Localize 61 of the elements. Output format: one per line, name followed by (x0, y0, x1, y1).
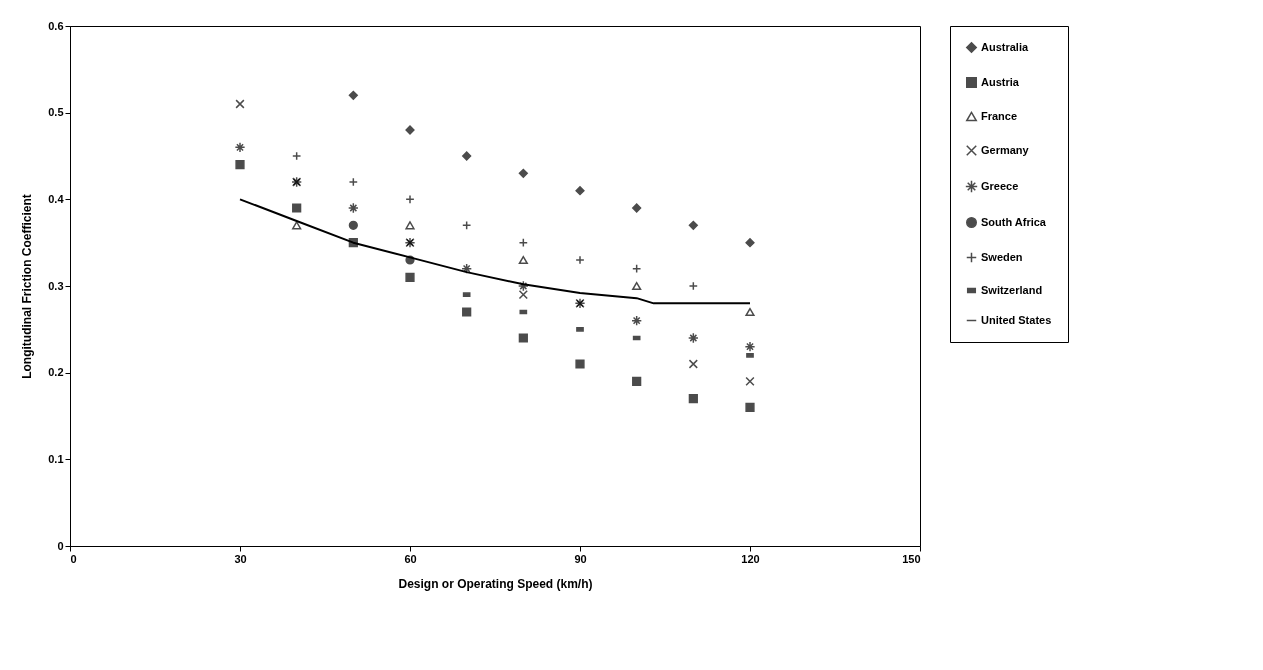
point (292, 151, 302, 161)
point (462, 307, 472, 317)
point (688, 281, 698, 291)
point (632, 203, 642, 213)
x-tick-label: 90 (574, 552, 587, 565)
point (688, 394, 698, 404)
legend-label: Greece (981, 179, 1019, 192)
legend-label: South Africa (981, 215, 1047, 228)
point (745, 238, 755, 248)
point (347, 202, 359, 214)
point (518, 168, 528, 178)
point (462, 151, 472, 161)
point (461, 263, 473, 275)
y-tick-label: 0.3 (48, 279, 64, 292)
point (235, 160, 245, 170)
x-tick-label: 0 (70, 552, 77, 565)
point (292, 203, 302, 213)
legend-label: United States (981, 313, 1052, 326)
y-tick-label: 0.1 (48, 452, 64, 465)
point (745, 307, 755, 317)
y-tick-label: 0 (57, 539, 64, 552)
point (405, 221, 415, 230)
legend-label: Austria (981, 75, 1020, 88)
point (575, 359, 585, 369)
legend-label: Switzerland (981, 283, 1043, 296)
y-tick-label: 0.4 (48, 192, 65, 205)
x-tick-label: 30 (234, 552, 247, 565)
point (575, 186, 585, 196)
point (348, 177, 358, 187)
point (518, 290, 528, 300)
y-axis-title: Longitudinal Friction Coefficient (20, 194, 35, 379)
x-tick-label: 60 (404, 552, 417, 565)
point (292, 221, 302, 230)
point (234, 141, 246, 153)
x-tick-label: 150 (902, 552, 921, 565)
line-series (239, 198, 751, 305)
legend-label: Germany (981, 143, 1030, 156)
point (688, 359, 698, 369)
y-tick-label: 0.2 (48, 366, 64, 379)
point (744, 341, 756, 353)
point (235, 99, 245, 109)
point (632, 376, 642, 386)
point (687, 332, 699, 344)
y-tick-label: 0.6 (48, 19, 64, 32)
point (348, 90, 358, 100)
x-tick-label: 120 (741, 552, 760, 565)
legend-label: France (981, 109, 1018, 122)
y-tick-label: 0.5 (48, 106, 64, 119)
point (348, 220, 358, 230)
point (632, 281, 642, 291)
point (631, 315, 643, 327)
point (518, 333, 528, 343)
legend-label: Sweden (981, 250, 1023, 263)
point (518, 255, 528, 265)
point (745, 376, 755, 386)
point (517, 280, 529, 292)
point (745, 402, 755, 412)
legend-label: Australia (981, 40, 1029, 53)
point (405, 272, 415, 282)
point (688, 220, 698, 230)
x-axis-title: Design or Operating Speed (km/h) (398, 576, 593, 591)
